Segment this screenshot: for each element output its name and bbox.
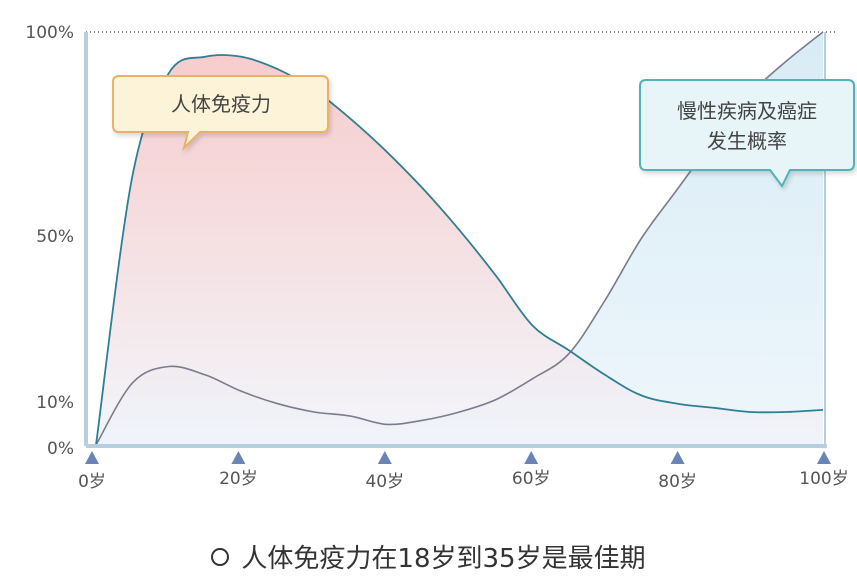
caption-text: 人体免疫力在18岁到35岁是最佳期: [241, 544, 646, 574]
x-tick-label-60: 60岁: [512, 469, 551, 489]
immunity-callout-box: [112, 75, 329, 152]
disease-callout-label-line1: 慢性疾病及癌症: [677, 99, 817, 123]
immunity-callout: [112, 75, 329, 152]
circle-bullet-icon: [211, 547, 230, 566]
x-tick-marker-20: [231, 451, 246, 464]
x-tick-label-20: 20岁: [219, 469, 258, 489]
caption: 人体免疫力在18岁到35岁是最佳期: [0, 538, 857, 575]
x-tick-label-80: 80岁: [658, 472, 697, 492]
y-tick-label-100: 100%: [25, 23, 74, 43]
immunity-line: [95, 54, 824, 446]
x-tick-marker-80: [670, 451, 685, 464]
y-tick-label-50: 50%: [36, 227, 74, 247]
immunity-callout-label: 人体免疫力: [171, 92, 271, 116]
disease-callout-label-line2: 发生概率: [707, 129, 787, 153]
x-tick-marker-60: [524, 451, 539, 464]
x-tick-marker-40: [377, 451, 392, 464]
disease-callout-box: [639, 79, 855, 188]
x-tick-label-40: 40岁: [365, 472, 404, 492]
x-tick-marker-0: [85, 451, 99, 464]
immunity-area: [96, 54, 823, 446]
x-tick-label-0: 0岁: [78, 472, 106, 492]
y-tick-label-10: 10%: [36, 393, 74, 413]
disease-callout: [639, 79, 855, 188]
y-tick-label-0: 0%: [47, 439, 74, 459]
x-tick-label-100: 100岁: [799, 469, 848, 489]
x-tick-marker-100: [817, 451, 831, 464]
disease-risk-area: [96, 32, 823, 445]
